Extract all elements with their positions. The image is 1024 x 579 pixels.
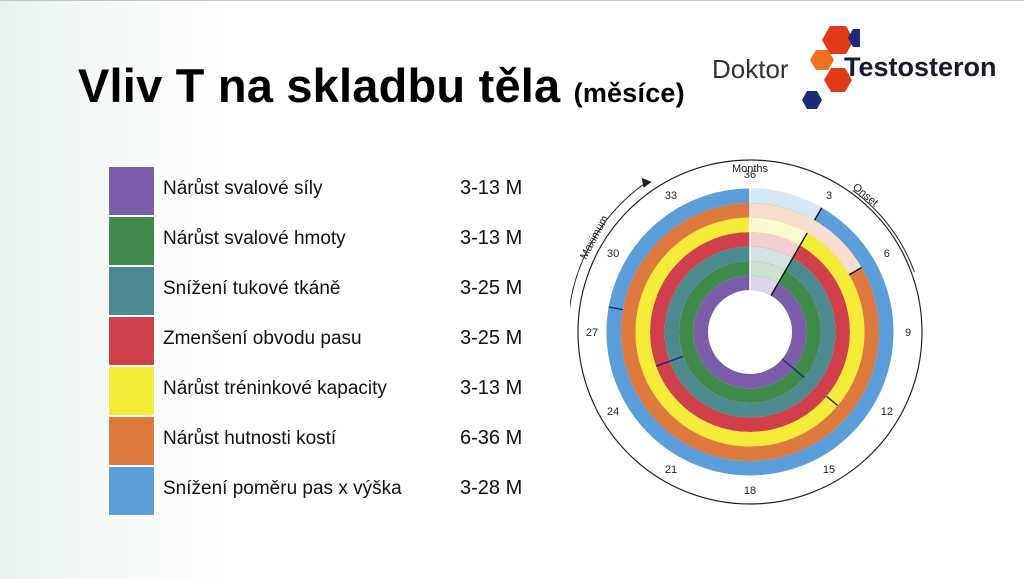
logo: Doktor Testosteron xyxy=(712,26,1012,110)
logo-word-testosteron: Testosteron xyxy=(844,52,997,82)
legend-value: 3-13 M xyxy=(460,377,523,399)
month-tick-label: 21 xyxy=(665,464,677,476)
ring-onset-shade xyxy=(749,275,779,296)
ring-onset-shade xyxy=(749,246,793,271)
legend-row: Snížení tukové tkáně 3-25 M xyxy=(108,266,548,316)
ring-onset-shade xyxy=(750,188,822,221)
legend-value: 3-13 M xyxy=(460,177,523,199)
legend-label: Nárůst svalové síly xyxy=(163,178,323,199)
outer-ring xyxy=(577,159,923,505)
month-tick-label: 18 xyxy=(744,485,756,497)
slide-title: Vliv T na skladbu těla (měsíce) xyxy=(78,58,685,113)
month-tick-label: 24 xyxy=(607,406,619,418)
maximum-arrow-icon xyxy=(641,177,652,188)
legend: Nárůst svalové síly 3-13 M Nárůst svalové … xyxy=(108,166,548,516)
ring-onset-shade xyxy=(749,217,808,246)
legend-label: Nárůst svalové hmoty xyxy=(163,228,346,249)
legend-value: 6-36 M xyxy=(460,427,523,449)
legend-row: Nárůst tréninkové kapacity 3-13 M xyxy=(108,366,548,416)
ring-maximum-mark xyxy=(826,395,839,407)
month-tick-label: 33 xyxy=(665,190,677,202)
legend-row: Zmenšení obvodu pasu 3-25 M xyxy=(108,316,548,366)
title-text: Vliv T na skladbu těla xyxy=(78,59,561,112)
ring-onset-shade xyxy=(749,261,786,284)
legend-value: 3-28 M xyxy=(460,477,523,499)
legend-value: 3-13 M xyxy=(460,227,523,249)
ring-onset-mark xyxy=(848,266,863,276)
legend-swatch xyxy=(108,466,155,516)
months-label: Months xyxy=(732,163,769,175)
ring-maximum-mark xyxy=(792,367,805,379)
legend-swatch xyxy=(108,166,155,216)
top-divider xyxy=(0,0,1024,1)
ring-onset-mark xyxy=(784,257,794,271)
onset-arc xyxy=(852,190,915,273)
legend-row: Nárůst svalové síly 3-13 M xyxy=(108,166,548,216)
legend-row: Nárůst svalové hmoty 3-13 M xyxy=(108,216,548,266)
ring-maximum-mark xyxy=(781,358,794,369)
month-tick-label: 3 xyxy=(826,190,832,202)
legend-label: Nárůst hutnosti kostí xyxy=(163,428,337,449)
legend-swatch xyxy=(108,316,155,366)
legend-swatch xyxy=(108,266,155,316)
month-tick-label: 12 xyxy=(881,406,893,418)
legend-row: Nárůst hutnosti kostí 6-36 M xyxy=(108,416,548,466)
logo-word-doktor: Doktor xyxy=(712,54,789,84)
ring-maximum-mark xyxy=(608,306,624,311)
legend-swatch xyxy=(108,366,155,416)
month-tick-label: 36 xyxy=(744,169,756,181)
maximum-arc xyxy=(570,182,646,310)
legend-swatch xyxy=(108,416,155,466)
legend-row: Snížení poměru pas x výška 3-28 M xyxy=(108,466,548,516)
month-tick-label: 30 xyxy=(607,248,619,260)
month-tick-label: 6 xyxy=(884,248,890,260)
legend-label: Nárůst tréninkové kapacity xyxy=(163,378,387,399)
hexagon-logo-icon xyxy=(802,26,860,109)
legend-swatch xyxy=(108,216,155,266)
ring-onset-shade xyxy=(749,232,800,259)
ring-onset-mark xyxy=(770,282,779,296)
month-tick-label: 15 xyxy=(823,464,835,476)
legend-value: 3-25 M xyxy=(460,327,523,349)
title-suffix: (měsíce) xyxy=(573,78,685,108)
ring-maximum-mark xyxy=(669,355,684,362)
month-tick-label: 9 xyxy=(905,327,911,339)
month-tick-label: 27 xyxy=(586,327,598,339)
ring-onset-shade xyxy=(750,203,862,275)
legend-label: Snížení poměru pas x výška xyxy=(163,478,402,499)
legend-label: Zmenšení obvodu pasu xyxy=(163,328,362,349)
legend-value: 3-25 M xyxy=(460,277,523,299)
ring-onset-mark xyxy=(813,207,823,221)
ring-onset-mark xyxy=(777,270,787,284)
ring-onset-mark xyxy=(792,245,801,259)
ring-band xyxy=(693,275,807,389)
legend-label: Snížení tukové tkáně xyxy=(163,278,341,299)
ring-onset-mark xyxy=(799,232,808,246)
ring-maximum-mark xyxy=(655,360,670,367)
